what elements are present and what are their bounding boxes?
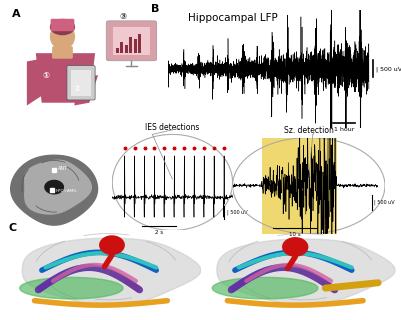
Text: HPC+AMG: HPC+AMG (56, 189, 77, 193)
Polygon shape (20, 277, 123, 299)
Text: ANT: ANT (58, 165, 68, 171)
FancyBboxPatch shape (113, 27, 150, 54)
Bar (125, 45, 128, 53)
Text: | 500 uV: | 500 uV (376, 66, 401, 72)
Polygon shape (11, 155, 97, 225)
Ellipse shape (99, 235, 125, 255)
Polygon shape (22, 238, 201, 306)
Bar (138, 34, 141, 53)
Text: Sz. detection: Sz. detection (284, 126, 334, 135)
FancyBboxPatch shape (51, 19, 74, 31)
Text: C: C (9, 223, 17, 233)
Ellipse shape (50, 24, 75, 50)
FancyBboxPatch shape (71, 70, 91, 96)
Polygon shape (45, 180, 63, 194)
Text: IES detections: IES detections (145, 123, 200, 132)
Bar (262, 138, 337, 234)
Text: 2 s: 2 s (155, 229, 163, 235)
Polygon shape (36, 53, 95, 103)
FancyBboxPatch shape (52, 46, 73, 59)
Text: | 500 uV: | 500 uV (374, 199, 395, 205)
Text: 10 s: 10 s (289, 232, 301, 237)
Ellipse shape (50, 19, 75, 35)
Bar (129, 37, 132, 53)
FancyBboxPatch shape (67, 66, 95, 100)
Polygon shape (217, 239, 395, 305)
Text: B: B (151, 4, 160, 14)
FancyBboxPatch shape (106, 21, 157, 61)
Polygon shape (212, 277, 318, 299)
Polygon shape (27, 59, 42, 106)
Bar (134, 39, 137, 53)
Text: A: A (12, 9, 21, 19)
Text: ③: ③ (120, 12, 127, 20)
Text: ②: ② (74, 84, 81, 93)
Text: 1 hour: 1 hour (334, 127, 354, 132)
Polygon shape (25, 160, 91, 214)
Ellipse shape (282, 237, 308, 257)
Text: ①: ① (43, 71, 50, 80)
Bar (116, 48, 119, 53)
Polygon shape (74, 75, 98, 106)
Text: | 500 uV: | 500 uV (227, 210, 247, 215)
Text: Hippocampal LFP: Hippocampal LFP (188, 13, 278, 23)
Bar (120, 42, 124, 53)
